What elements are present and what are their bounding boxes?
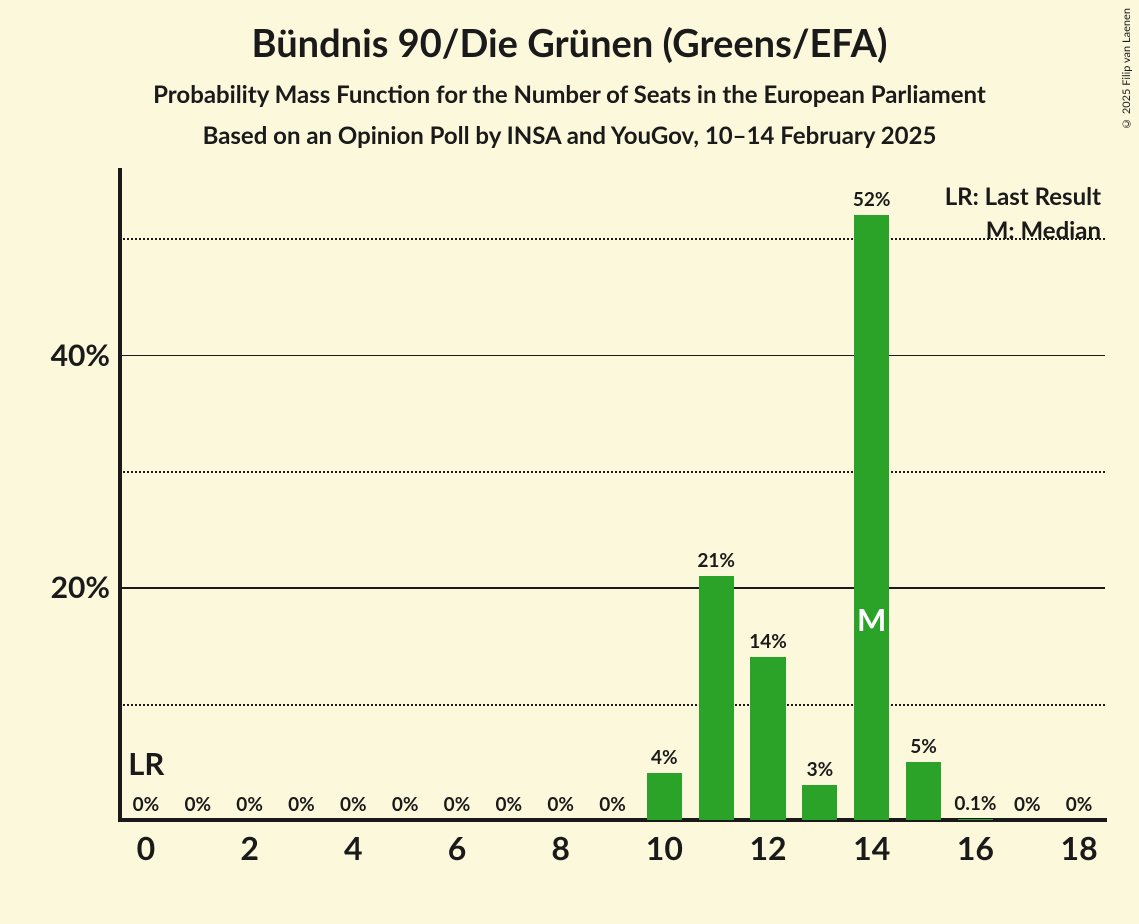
bar: 5%	[906, 762, 941, 820]
bar-value-label: 0%	[236, 793, 263, 820]
bar-value-label: 0%	[392, 793, 419, 820]
bar-value-label: 0%	[288, 793, 315, 820]
bar-value-label: 0%	[133, 793, 160, 820]
legend-median: M: Median	[986, 216, 1101, 245]
bar: 14%	[750, 657, 785, 820]
copyright-text: © 2025 Filip van Laenen	[1120, 8, 1133, 130]
bar-value-label: 0%	[444, 793, 471, 820]
gridline-minor	[120, 471, 1105, 473]
x-axis-label: 8	[551, 820, 570, 867]
bar-value-label: 0.1%	[954, 792, 996, 819]
bar-value-label: 3%	[807, 758, 834, 785]
bar: 52%	[854, 215, 889, 820]
gridline-major	[120, 587, 1105, 589]
x-axis-label: 10	[646, 820, 683, 867]
bar-value-label: 0%	[599, 793, 626, 820]
bar: 4%	[647, 773, 682, 820]
bar-value-label: 5%	[910, 735, 937, 762]
last-result-marker: LR	[128, 744, 164, 782]
gridline-major	[120, 355, 1105, 357]
x-axis-label: 2	[240, 820, 259, 867]
legend-last-result: LR: Last Result	[945, 182, 1101, 211]
bar-value-label: 0%	[1014, 793, 1041, 820]
bar-value-label: 0%	[547, 793, 574, 820]
bar-value-label: 0%	[340, 793, 367, 820]
bar: 3%	[802, 785, 837, 820]
bar-value-label: 52%	[853, 188, 891, 215]
bar-value-label: 14%	[749, 630, 787, 657]
bar-value-label: 0%	[496, 793, 523, 820]
median-marker: M	[857, 600, 886, 638]
x-axis-label: 16	[957, 820, 994, 867]
x-axis-label: 14	[853, 820, 890, 867]
y-axis-label: 20%	[51, 569, 120, 605]
x-axis-label: 18	[1061, 820, 1098, 867]
chart-subtitle-1: Probability Mass Function for the Number…	[0, 80, 1139, 109]
y-axis	[118, 168, 122, 820]
chart-title: Bündnis 90/Die Grünen (Greens/EFA)	[0, 0, 1139, 66]
bar: 21%	[699, 576, 734, 820]
x-axis-label: 12	[749, 820, 786, 867]
y-axis-label: 40%	[51, 337, 120, 373]
bar-value-label: 4%	[651, 746, 678, 773]
gridline-minor	[120, 238, 1105, 240]
chart-plot-area: 20%40%0%0%0%0%0%0%0%0%0%0%4%21%14%3%52%5…	[120, 180, 1105, 820]
bar-value-label: 0%	[184, 793, 211, 820]
bar-value-label: 21%	[697, 549, 735, 576]
gridline-minor	[120, 704, 1105, 706]
x-axis-label: 0	[137, 820, 156, 867]
chart-subtitle-2: Based on an Opinion Poll by INSA and You…	[0, 121, 1139, 150]
x-axis-label: 4	[344, 820, 363, 867]
x-axis-label: 6	[448, 820, 467, 867]
bar-value-label: 0%	[1066, 793, 1093, 820]
